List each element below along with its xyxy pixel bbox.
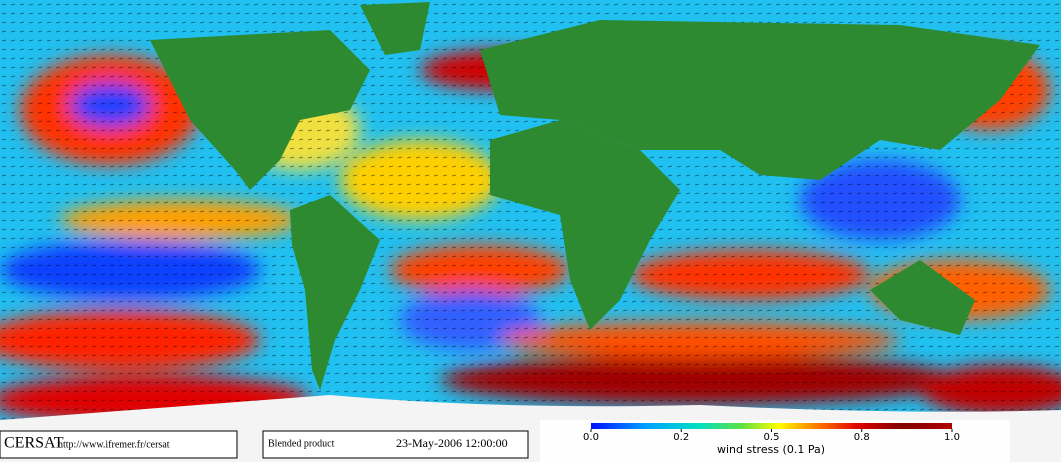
product: Blended product: [268, 438, 335, 449]
info-box: [262, 430, 529, 459]
logo: CERSAT: [4, 435, 64, 452]
colorbar-tick-label: 0.5: [764, 432, 780, 443]
colorbar-tick-label: 1.0: [944, 432, 960, 443]
colorbar-label: wind stress (0.1 Pa): [717, 443, 825, 456]
colorbar-tick-label: 0.8: [854, 432, 870, 443]
land: [150, 2, 1040, 390]
url: http://www.ifremer.fr/cersat: [58, 439, 170, 450]
date: 23-May-2006 12:00:00: [396, 436, 508, 450]
colorbar-tick-label: 0.0: [583, 432, 599, 443]
colorbar: [591, 423, 952, 429]
logo-box: [0, 430, 238, 459]
colorbar-tick-label: 0.2: [673, 432, 689, 443]
